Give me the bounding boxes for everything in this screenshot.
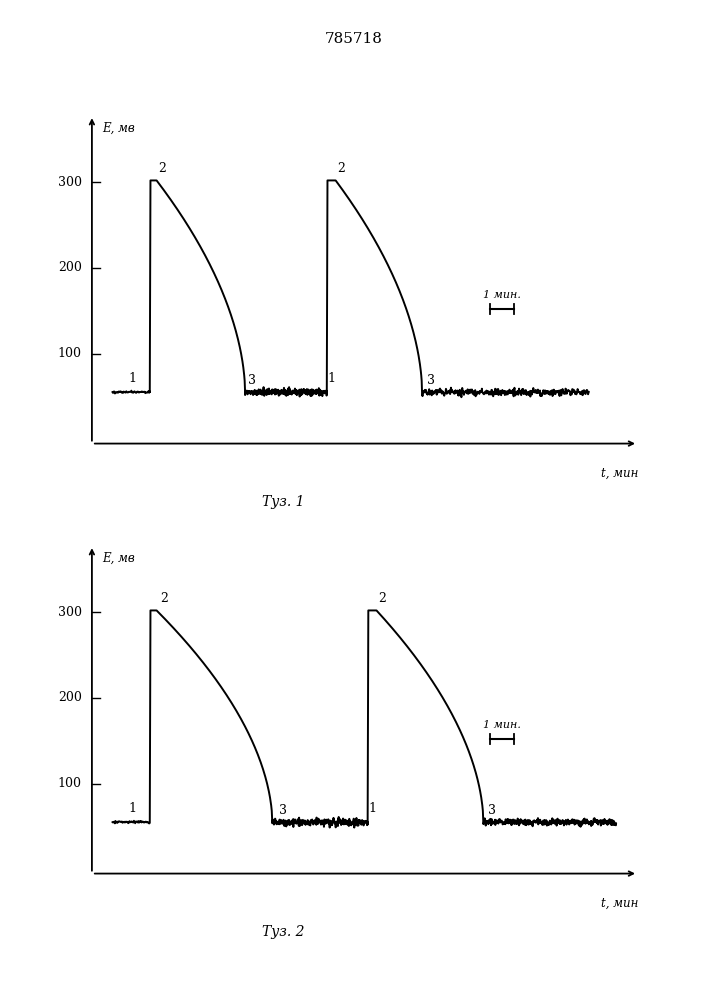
- Text: E, мв: E, мв: [102, 552, 135, 565]
- Text: 200: 200: [58, 691, 82, 704]
- Text: 200: 200: [58, 261, 82, 274]
- Text: 1: 1: [327, 372, 336, 385]
- Text: 2: 2: [378, 592, 386, 605]
- Text: 2: 2: [337, 162, 345, 175]
- Text: 2: 2: [158, 162, 167, 175]
- Text: 1: 1: [129, 802, 136, 815]
- Text: 100: 100: [58, 347, 82, 360]
- Text: E, мв: E, мв: [102, 122, 135, 135]
- Text: 1 мин.: 1 мин.: [483, 720, 521, 730]
- Text: Τуз. 1: Τуз. 1: [262, 495, 304, 509]
- Text: 3: 3: [488, 804, 496, 817]
- Text: 300: 300: [58, 606, 82, 619]
- Text: 3: 3: [248, 374, 257, 387]
- Text: 100: 100: [58, 777, 82, 790]
- Text: 1: 1: [129, 372, 136, 385]
- Text: 785718: 785718: [325, 32, 382, 46]
- Text: 300: 300: [58, 176, 82, 189]
- Text: 1: 1: [368, 802, 376, 815]
- Text: 3: 3: [279, 804, 287, 817]
- Text: 2: 2: [160, 592, 168, 605]
- Text: Τуз. 2: Τуз. 2: [262, 925, 304, 939]
- Text: 1 мин.: 1 мин.: [483, 290, 521, 300]
- Text: 3: 3: [427, 374, 435, 387]
- Text: t, мин: t, мин: [600, 467, 638, 480]
- Text: t, мин: t, мин: [600, 897, 638, 910]
